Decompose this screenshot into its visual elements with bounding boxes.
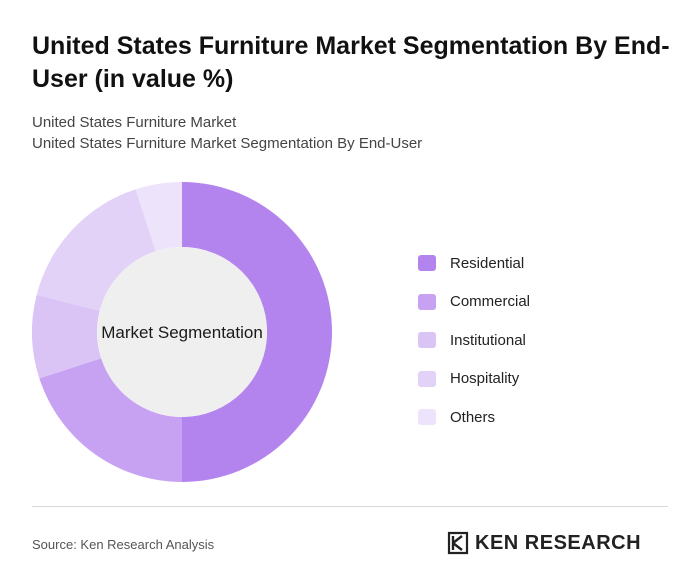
legend-swatch bbox=[418, 370, 436, 387]
ken-logo-icon bbox=[447, 531, 469, 555]
legend-label: Residential bbox=[450, 254, 525, 272]
slice-others bbox=[135, 182, 182, 252]
brand-name: KEN RESEARCH bbox=[475, 531, 642, 554]
chart-subtitle-segmentation: United States Furniture Market Segmentat… bbox=[32, 135, 423, 152]
slice-commercial bbox=[39, 358, 182, 482]
legend-item-commercial: Commercial bbox=[418, 283, 530, 322]
donut-chart: Market Segmentation bbox=[32, 182, 332, 482]
legend-label: Commercial bbox=[450, 293, 531, 311]
center-label: Market Segmentation bbox=[101, 323, 263, 342]
chart-subtitle-market: United States Furniture Market bbox=[32, 114, 237, 131]
footer-divider bbox=[32, 506, 668, 507]
legend-swatch bbox=[418, 332, 436, 349]
slice-residential bbox=[182, 182, 332, 482]
legend-item-institutional: Institutional bbox=[418, 321, 530, 360]
donut-slices bbox=[32, 182, 332, 482]
slice-institutional bbox=[32, 294, 102, 379]
legend-label: Institutional bbox=[450, 331, 526, 349]
donut-center bbox=[97, 247, 267, 417]
legend: Residential Commercial Institutional Hospit… bbox=[418, 244, 530, 437]
legend-label: Hospitality bbox=[450, 370, 520, 388]
legend-swatch bbox=[418, 293, 436, 310]
slice-hospitality bbox=[36, 189, 156, 311]
legend-item-hospitality: Hospitality bbox=[418, 360, 530, 399]
source-note: Source: Ken Research Analysis bbox=[32, 537, 215, 552]
ken-research-logo: KEN RESEARCH bbox=[447, 531, 641, 555]
legend-item-residential: Residential bbox=[418, 244, 530, 283]
legend-item-others: Others bbox=[418, 398, 530, 437]
legend-swatch bbox=[418, 255, 436, 272]
chart-title: United States Furniture Market Segmentat… bbox=[32, 32, 670, 93]
legend-label: Others bbox=[450, 408, 496, 426]
legend-swatch bbox=[418, 409, 436, 426]
